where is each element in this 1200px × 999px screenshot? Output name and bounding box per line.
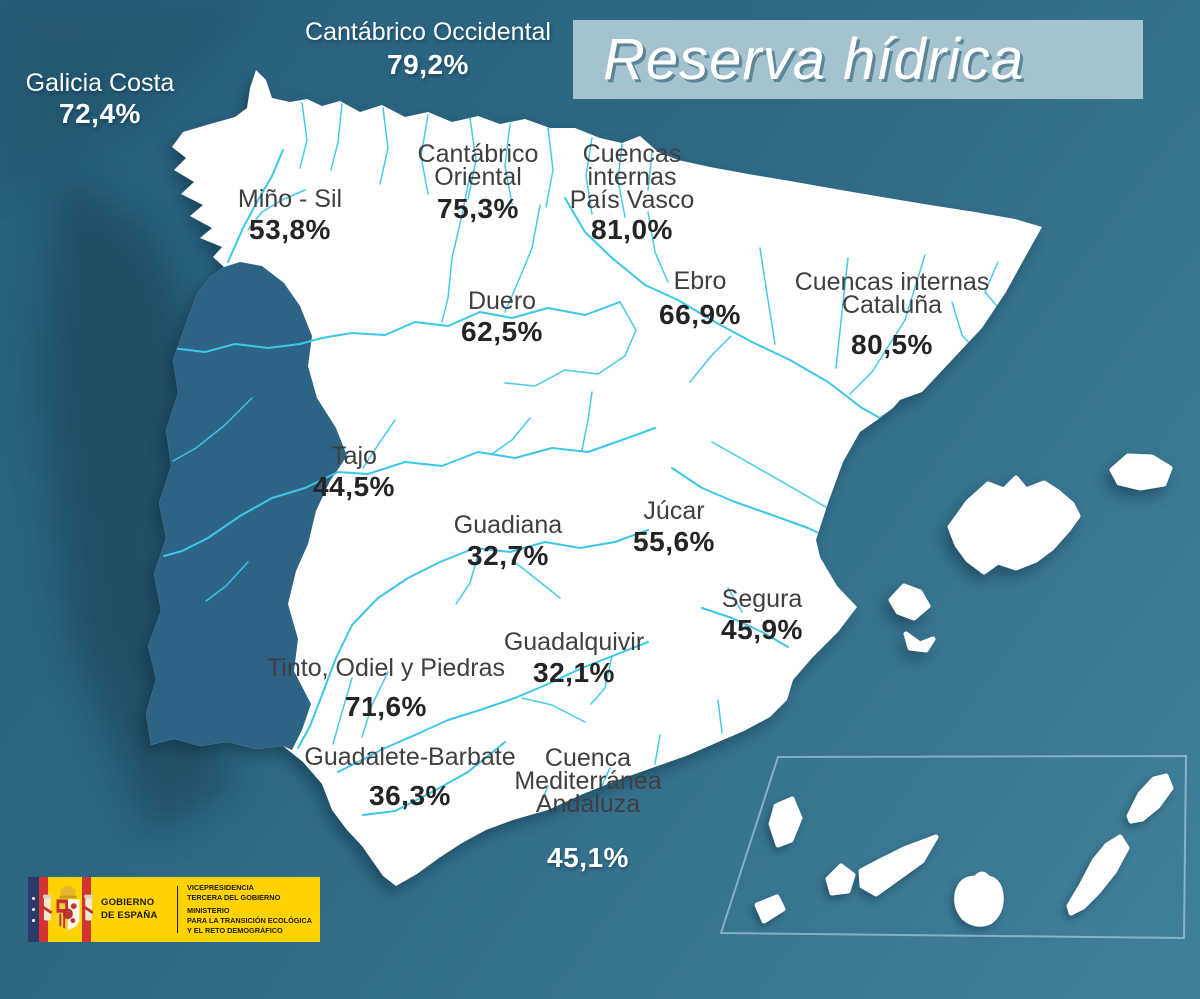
basin-name: Duero (467, 287, 537, 315)
basin-value: 81,0% (591, 214, 673, 245)
la-palma-island (768, 796, 803, 848)
basin-value: 55,6% (633, 526, 715, 557)
government-name-line: GOBIERNO (101, 897, 155, 909)
formentera-island (903, 631, 936, 653)
lanzarote-island (1126, 773, 1174, 824)
canary-inset (719, 754, 1188, 940)
basin-label-guadalete-barbate: Guadalete-Barbate 36,3% (304, 743, 516, 812)
basin-value: 75,3% (437, 193, 519, 224)
basin-name: Cantábrico Occidental (305, 18, 551, 46)
el-hierro-island (754, 894, 786, 924)
iberian-peninsula (146, 70, 1042, 886)
title-box: Reserva hídrica (573, 20, 1143, 99)
basin-name: Guadiana (453, 511, 563, 539)
basin-name: Guadalete-Barbate (304, 743, 516, 771)
basin-name: Cuencas (582, 140, 682, 168)
government-name: GOBIERNO DE ESPAÑA (91, 877, 167, 942)
page-title: Reserva hídrica (603, 27, 1025, 92)
basin-value: 72,4% (59, 98, 141, 129)
tenerife-island (858, 834, 939, 897)
basin-label-mino-sil: Miño - Sil 53,8% (237, 185, 343, 246)
fuerteventura-island (1066, 834, 1130, 916)
basin-name: Cuencas internas (794, 268, 990, 296)
basin-label-segura: Segura 45,9% (721, 585, 803, 646)
basin-value: 45,9% (721, 614, 803, 645)
ministry-text: VICEPRESIDENCIA TERCERA DEL GOBIERNO MINIS… (178, 877, 320, 942)
basin-value: 66,9% (659, 299, 741, 330)
basin-label-cuenca-mediterranea-andaluza: Cuenca Mediterránea Andaluza 45,1% (514, 744, 662, 874)
basin-name: Miño - Sil (237, 185, 343, 213)
basin-name: Galicia Costa (25, 69, 175, 97)
canary-inset-box (719, 754, 1188, 940)
basin-value: 44,5% (313, 471, 395, 502)
basin-value: 79,2% (387, 49, 469, 80)
basin-label-cantabrico-oriental: Cantábrico Oriental 75,3% (417, 140, 539, 225)
basin-name: País Vasco (569, 186, 695, 214)
logo-divider (177, 886, 178, 933)
government-name-line: DE ESPAÑA (101, 909, 158, 921)
basin-label-cuencas-internas-cataluna: Cuencas internas Cataluña 80,5% (794, 268, 990, 361)
basin-label-tajo: Tajo 44,5% (313, 442, 395, 503)
mallorca-island (947, 475, 1081, 575)
ministry-line: TERCERA DEL GOBIERNO (187, 892, 281, 902)
basin-name: Oriental (434, 163, 522, 191)
gobierno-logo: GOBIERNO DE ESPAÑA VICEPRESIDENCIA TERCERA… (28, 877, 320, 942)
portugal-region (146, 262, 347, 750)
ministry-line: VICEPRESIDENCIA (187, 883, 254, 892)
basin-name: Tajo (331, 442, 377, 470)
ministry-line: MINISTERIO (187, 906, 230, 916)
ministry-line: Y EL RETO DEMOGRÁFICO (187, 926, 283, 936)
basin-value: 32,7% (467, 540, 549, 571)
basin-name: Andaluza (535, 790, 641, 818)
basin-name: Segura (721, 585, 803, 613)
la-gomera-island (825, 863, 856, 896)
basin-value: 32,1% (533, 657, 615, 688)
basin-value: 36,3% (369, 780, 451, 811)
basin-name: Cantábrico (417, 140, 539, 168)
basin-name: Mediterránea (514, 767, 662, 795)
landmass (146, 70, 1173, 886)
basin-label-guadiana: Guadiana 32,7% (453, 511, 563, 572)
spain-flag-yellow-stripe (43, 877, 93, 942)
ibiza-island (888, 583, 931, 621)
basin-value: 80,5% (851, 329, 933, 360)
rivers (151, 102, 1003, 816)
spain-coat-of-arms-icon (43, 885, 93, 931)
basin-label-cuencas-internas-pais-vasco: Cuencas internas País Vasco 81,0% (569, 140, 695, 246)
basin-name: Tinto, Odiel y Piedras (266, 654, 506, 682)
basin-label-galicia-costa: Galicia Costa 72,4% (25, 69, 175, 130)
basin-name: Cataluña (841, 291, 943, 319)
basin-name: internas (587, 163, 677, 191)
basin-label-ebro: Ebro 66,9% (659, 267, 741, 331)
basin-name: Cuenca (544, 744, 632, 772)
basin-value: 71,6% (345, 691, 427, 722)
basin-name: Guadalquivir (503, 628, 645, 656)
spain-flag-red-stripe (39, 877, 48, 942)
eu-flag-band (28, 877, 39, 942)
canary-islands (754, 773, 1174, 927)
basin-label-jucar: Júcar 55,6% (633, 497, 715, 558)
gran-canaria-island (954, 871, 1004, 927)
basin-label-guadalquivir: Guadalquivir 32,1% (503, 628, 645, 689)
menorca-island (1109, 453, 1173, 491)
basin-value: 62,5% (461, 316, 543, 347)
basin-label-duero: Duero 62,5% (461, 287, 543, 348)
basin-label-cantabrico-occidental: Cantábrico Occidental 79,2% (305, 18, 551, 81)
basin-value: 53,8% (249, 214, 331, 245)
ministry-line: PARA LA TRANSICIÓN ECOLÓGICA (187, 916, 312, 926)
basin-label-tinto-odiel-piedras: Tinto, Odiel y Piedras 71,6% (266, 654, 506, 723)
basin-name: Ebro (673, 267, 727, 295)
basin-name: Júcar (643, 497, 705, 525)
basin-value: 45,1% (547, 842, 629, 873)
balearic-islands (888, 453, 1173, 653)
